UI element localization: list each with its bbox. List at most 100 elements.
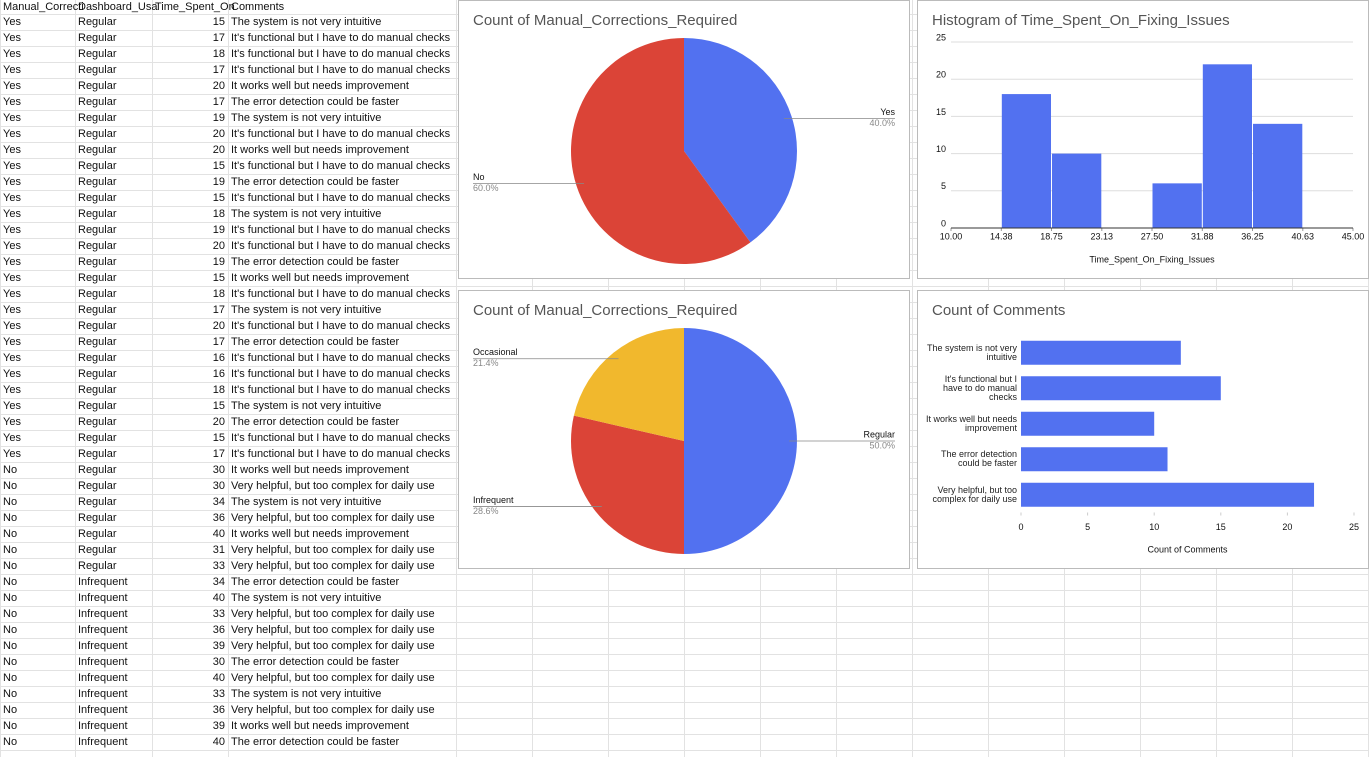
slice-label: Occasional [473, 347, 518, 357]
table-cell: Regular [78, 288, 117, 300]
table-cell: 17 [213, 96, 225, 108]
table-cell: It works well but needs improvement [231, 720, 409, 732]
x-tick-label: 25 [1349, 522, 1359, 532]
table-cell: It works well but needs improvement [231, 464, 409, 476]
table-cell: It works well but needs improvement [231, 272, 409, 284]
table-cell: Regular [78, 176, 117, 188]
table-cell: Regular [78, 80, 117, 92]
table-cell: Yes [3, 64, 21, 76]
pie-slice [573, 328, 684, 441]
table-cell: It's functional but I have to do manual … [231, 288, 451, 300]
slice-percent: 60.0% [473, 183, 499, 193]
table-cell: The error detection could be faster [231, 576, 399, 588]
category-label-box: The system is not very intuitive [926, 342, 1017, 362]
table-cell: 17 [213, 336, 225, 348]
table-cell: 20 [213, 320, 225, 332]
table-cell: Yes [3, 160, 21, 172]
x-axis-label: Time_Spent_On_Fixing_Issues [1089, 254, 1215, 264]
x-tick-label: 10 [1149, 522, 1159, 532]
table-cell: Infrequent [78, 672, 128, 684]
x-tick-label: 15 [1216, 522, 1226, 532]
table-cell: It's functional but I have to do manual … [231, 368, 451, 380]
slice-label: Yes [880, 107, 895, 117]
bar [1021, 447, 1168, 472]
table-cell: Yes [3, 432, 21, 444]
table-cell: 30 [213, 656, 225, 668]
table-cell: The error detection could be faster [231, 176, 399, 188]
table-cell: No [3, 592, 17, 604]
table-cell: 39 [213, 640, 225, 652]
table-cell: Regular [78, 544, 117, 556]
table-cell: It's functional but I have to do manual … [231, 64, 451, 76]
x-tick-label: 36.25 [1241, 231, 1264, 241]
table-cell: Regular [78, 512, 117, 524]
table-cell: Infrequent [78, 592, 128, 604]
table-cell: Yes [3, 416, 21, 428]
table-cell: 34 [213, 496, 225, 508]
table-cell: Regular [78, 144, 117, 156]
pie-slice [684, 38, 797, 243]
table-cell: 36 [213, 704, 225, 716]
table-cell: 31 [213, 544, 225, 556]
table-cell: Yes [3, 144, 21, 156]
table-cell: Regular [78, 448, 117, 460]
table-cell: Infrequent [78, 736, 128, 748]
table-cell: Regular [78, 528, 117, 540]
table-cell: 40 [213, 528, 225, 540]
table-cell: 40 [213, 672, 225, 684]
header-cell: Manual_Correcti [3, 1, 84, 13]
table-cell: 15 [213, 192, 225, 204]
table-cell: It's functional but I have to do manual … [231, 352, 451, 364]
table-cell: 15 [213, 16, 225, 28]
table-cell: 15 [213, 432, 225, 444]
histogram-bar [1052, 153, 1102, 228]
table-cell: It's functional but I have to do manual … [231, 192, 451, 204]
table-cell: Regular [78, 272, 117, 284]
table-cell: Regular [78, 96, 117, 108]
x-axis-label: Count of Comments [1147, 544, 1228, 554]
table-cell: The error detection could be faster [231, 736, 399, 748]
table-cell: Regular [78, 384, 117, 396]
table-cell: 15 [213, 400, 225, 412]
table-cell: 16 [213, 368, 225, 380]
table-cell: It's functional but I have to do manual … [231, 384, 451, 396]
table-cell: The system is not very intuitive [231, 16, 381, 28]
slice-label: No [473, 172, 485, 182]
table-cell: 16 [213, 352, 225, 364]
y-tick-label: 15 [936, 107, 946, 117]
table-cell: Regular [78, 496, 117, 508]
table-cell: No [3, 688, 17, 700]
table-cell: No [3, 720, 17, 732]
table-cell: Regular [78, 320, 117, 332]
x-tick-label: 40.63 [1292, 231, 1315, 241]
table-cell: 17 [213, 64, 225, 76]
table-cell: Very helpful, but too complex for daily … [231, 624, 435, 636]
table-cell: The error detection could be faster [231, 96, 399, 108]
table-cell: Very helpful, but too complex for daily … [231, 640, 435, 652]
table-cell: 20 [213, 80, 225, 92]
table-cell: 19 [213, 112, 225, 124]
header-cell: Time_Spent_On [155, 1, 235, 13]
table-cell: 33 [213, 608, 225, 620]
table-cell: Very helpful, but too complex for daily … [231, 704, 435, 716]
table-cell: The system is not very intuitive [231, 304, 381, 316]
bar [1021, 340, 1181, 365]
y-tick-label: 20 [936, 70, 946, 80]
label-text: The system is not very intuitive [926, 342, 1017, 362]
table-cell: 39 [213, 720, 225, 732]
table-cell: No [3, 512, 17, 524]
table-cell: Regular [78, 112, 117, 124]
table-cell: 18 [213, 384, 225, 396]
table-cell: Yes [3, 32, 21, 44]
table-cell: Regular [78, 400, 117, 412]
label-text: Very helpful, but too complex for daily … [932, 484, 1017, 504]
chart-title: Histogram of Time_Spent_On_Fixing_Issues [932, 12, 1230, 29]
table-cell: It works well but needs improvement [231, 80, 409, 92]
table-cell: Very helpful, but too complex for daily … [231, 672, 435, 684]
x-tick-label: 27.50 [1141, 231, 1164, 241]
table-cell: No [3, 640, 17, 652]
table-cell: No [3, 544, 17, 556]
table-cell: 40 [213, 736, 225, 748]
table-cell: Yes [3, 256, 21, 268]
